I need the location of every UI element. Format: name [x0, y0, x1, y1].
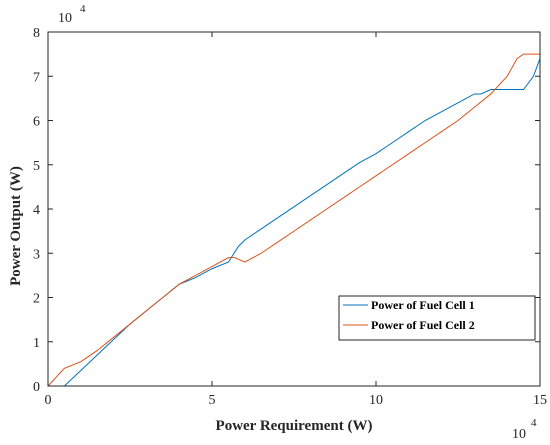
legend-label-1: Power of Fuel Cell 1 [371, 298, 475, 312]
x-tick-label: 5 [209, 393, 216, 408]
y-tick-label: 2 [33, 292, 40, 307]
legend-entry-1: Power of Fuel Cell 1 [343, 298, 475, 312]
x-tick-label: 0 [45, 393, 52, 408]
x-multiplier-exponent: 4 [531, 417, 537, 429]
legend: Power of Fuel Cell 1 Power of Fuel Cell … [338, 295, 536, 341]
y-tick-label: 1 [33, 336, 40, 351]
legend-label-2: Power of Fuel Cell 2 [371, 318, 475, 332]
y-tick-label: 0 [33, 380, 40, 395]
y-tick-label: 5 [33, 159, 40, 174]
y-multiplier-base: 10 [58, 11, 72, 26]
x-axis-title: Power Requirement (W) [216, 418, 373, 434]
y-multiplier-exponent: 4 [80, 3, 86, 15]
y-tick-label: 7 [33, 70, 40, 85]
x-multiplier: 10 4 [512, 417, 537, 442]
legend-entry-2: Power of Fuel Cell 2 [343, 318, 475, 332]
y-tick-label: 8 [33, 26, 40, 41]
x-multiplier-base: 10 [512, 427, 526, 442]
x-tick-label: 15 [533, 393, 547, 408]
y-tick-label: 6 [33, 115, 40, 130]
legend-box [338, 295, 536, 341]
axes-layer: 0 5 10 15 0 1 2 3 4 5 6 7 8 [33, 26, 547, 408]
y-axis-title: Power Output (W) [8, 166, 24, 286]
y-tick-label: 4 [33, 203, 40, 218]
x-tick-label: 10 [369, 393, 383, 408]
series-layer [47, 53, 541, 387]
y-tick-label: 3 [33, 247, 40, 262]
series-line-2 [47, 53, 540, 387]
y-multiplier: 10 4 [58, 3, 86, 26]
